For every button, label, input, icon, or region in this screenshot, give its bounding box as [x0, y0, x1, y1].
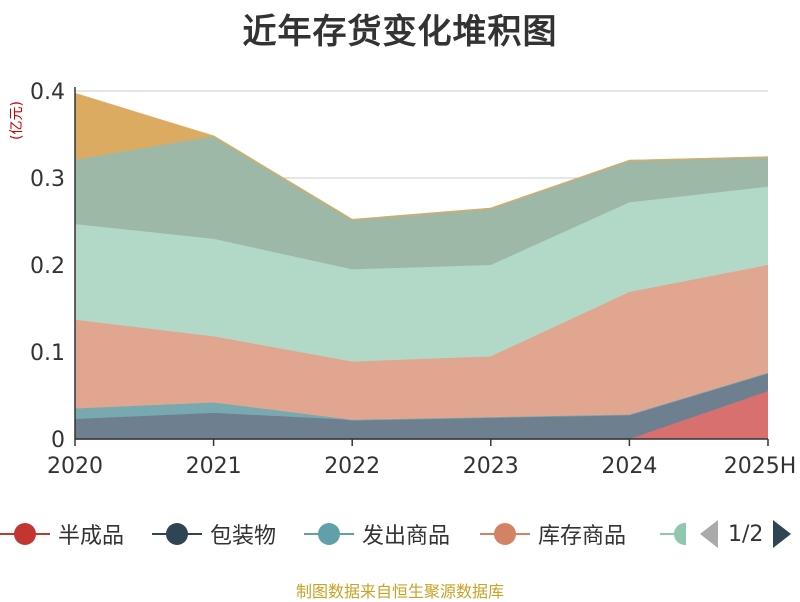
- y-tick-label: 0.4: [30, 80, 65, 105]
- x-tick-label: 2024: [601, 454, 657, 479]
- legend-marker-icon: [660, 514, 686, 554]
- area-series: [74, 92, 769, 440]
- area-series-1: [75, 391, 768, 439]
- legend: 半成品 包装物 发出商品 库存商品: [0, 514, 800, 554]
- legend-item-2[interactable]: 包装物: [152, 514, 276, 554]
- legend-dot: [14, 523, 36, 545]
- area-series-3: [75, 372, 768, 420]
- legend-label: 包装物: [210, 524, 277, 549]
- legend-dot: [318, 523, 340, 545]
- y-tick-label: 0.1: [30, 341, 65, 366]
- legend-item-5[interactable]: [660, 514, 686, 554]
- legend-marker-icon: [480, 514, 530, 554]
- legend-line: [660, 533, 686, 535]
- x-tick-label: 2025H: [724, 454, 797, 479]
- legend-dot: [674, 523, 686, 545]
- legend-marker-icon: [304, 514, 354, 554]
- axes: 0 0.1 0.2 0.3 0.4 2020 2021 2022 2023 2024 2025H: [30, 80, 796, 479]
- x-tick-label: 2023: [463, 454, 519, 479]
- y-tick-label: 0.3: [30, 167, 65, 192]
- legend-marker-icon: [0, 514, 50, 554]
- area-series-4: [75, 265, 768, 420]
- area-series-6: [75, 136, 768, 270]
- legend-dot: [494, 523, 516, 545]
- legend-item-3[interactable]: 发出商品: [304, 514, 450, 554]
- area-series-2: [75, 372, 768, 439]
- legend-label: 发出商品: [362, 524, 451, 549]
- prev-page-icon[interactable]: [700, 520, 718, 548]
- legend-dot: [166, 523, 188, 545]
- legend-page-indicator: 1/2: [728, 521, 764, 547]
- area-series-5: [75, 186, 768, 362]
- legend-item-4[interactable]: 库存商品: [480, 514, 626, 554]
- next-page-icon[interactable]: [773, 520, 792, 548]
- legend-pager: 1/2: [700, 514, 792, 554]
- y-tick-label: 0: [51, 428, 65, 453]
- legend-label: 半成品: [58, 524, 125, 549]
- legend-item-1[interactable]: 半成品: [0, 514, 124, 554]
- chart-title: 近年存货变化堆积图: [242, 12, 558, 52]
- x-tick-label: 2021: [186, 454, 242, 479]
- area-series-line-7: [74, 92, 769, 221]
- x-tick-label: 2022: [324, 454, 380, 479]
- legend-marker-icon: [152, 514, 202, 554]
- stacked-area-chart: 0 0.1 0.2 0.3 0.4 2020 2021 2022 2023 2024 2025H: [30, 80, 796, 479]
- legend-label: 库存商品: [538, 524, 627, 549]
- data-source-note: 制图数据来自恒生聚源数据库: [295, 582, 504, 601]
- x-tick-label: 2020: [47, 454, 103, 479]
- y-tick-label: 0.2: [30, 254, 65, 279]
